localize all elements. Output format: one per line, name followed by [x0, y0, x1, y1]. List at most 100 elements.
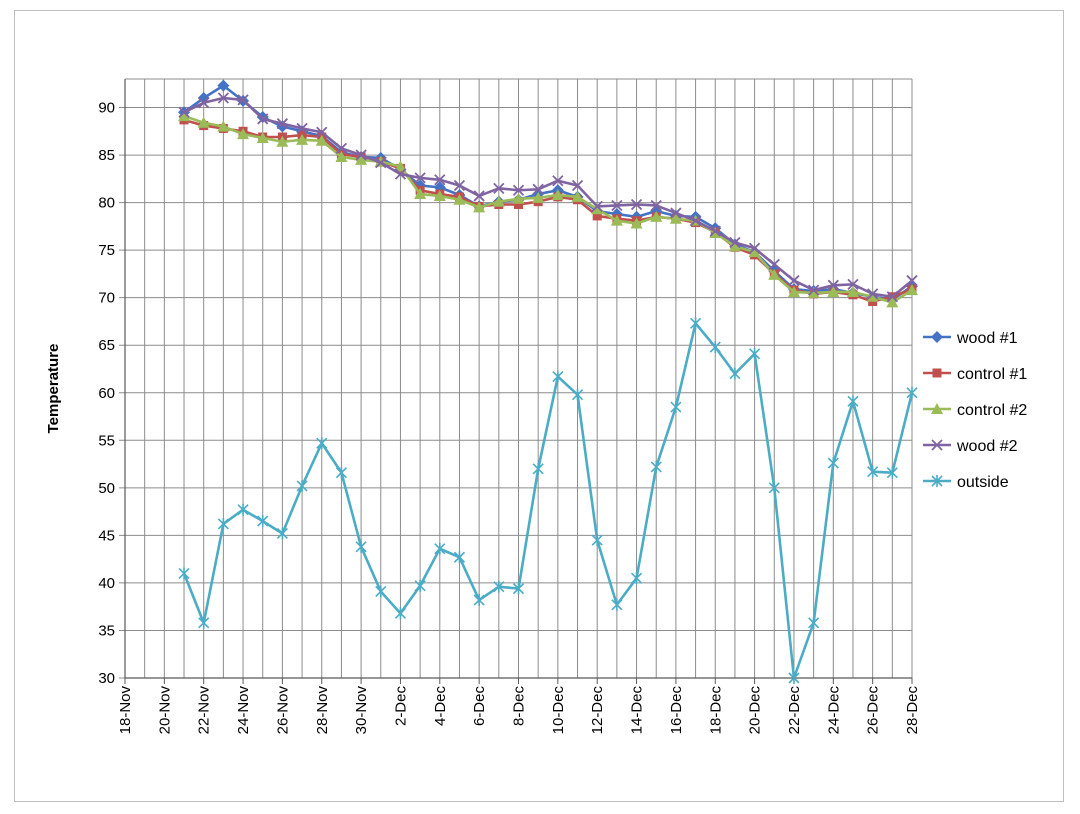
- series-line: [183, 84, 913, 301]
- axes: 30 35 40 45 50 55 60 65 70 75 80 85 90 18-Nov 20-Nov 22…: [98, 79, 921, 734]
- data-point: [906, 274, 918, 287]
- data-point: [355, 153, 368, 165]
- x-tick-label: 24-Dec: [825, 686, 842, 735]
- x-tick-label: 18-Dec: [707, 686, 724, 735]
- legend-label: control #2: [957, 402, 1027, 419]
- y-tick-label: 80: [98, 195, 115, 212]
- data-point: [650, 460, 662, 473]
- data-point: [316, 437, 328, 450]
- data-point: [906, 284, 918, 296]
- series-outside: [178, 317, 918, 684]
- data-point: [178, 106, 190, 118]
- x-tick-label: 18-Nov: [117, 686, 134, 735]
- data-point: [827, 457, 839, 470]
- data-point: [514, 200, 523, 210]
- data-point: [932, 368, 942, 378]
- y-tick-label: 70: [98, 290, 115, 307]
- series-wood-2: [178, 92, 918, 303]
- data-point: [217, 517, 229, 530]
- data-point: [808, 616, 820, 629]
- data-point: [512, 582, 525, 595]
- data-point: [375, 585, 387, 598]
- x-tick-label: 30-Nov: [353, 686, 370, 735]
- data-point: [552, 370, 564, 383]
- data-point: [551, 188, 564, 200]
- data-point: [591, 200, 603, 213]
- legend-item: control #1: [923, 366, 1027, 383]
- data-point: [532, 191, 545, 203]
- data-point: [394, 168, 407, 180]
- data-point: [257, 515, 269, 528]
- data-point: [453, 179, 466, 192]
- x-tick-label: 22-Dec: [786, 686, 803, 735]
- data-point: [931, 475, 943, 487]
- data-point: [709, 341, 721, 354]
- data-point: [630, 198, 643, 211]
- data-point: [237, 503, 249, 516]
- x-tick-label: 10-Dec: [550, 686, 567, 735]
- data-point: [237, 128, 250, 140]
- data-point: [650, 199, 662, 212]
- data-point: [335, 150, 348, 162]
- data-point: [611, 199, 623, 212]
- data-point: [355, 540, 367, 553]
- data-point: [827, 279, 839, 291]
- data-point: [768, 258, 780, 271]
- y-axis-label: Temperature: [45, 344, 62, 434]
- legend-item: wood #2: [923, 438, 1018, 455]
- data-point: [198, 616, 210, 629]
- x-tick-label: 20-Nov: [156, 686, 173, 735]
- data-point: [866, 290, 879, 302]
- x-tick-label: 14-Dec: [629, 686, 646, 735]
- data-point: [749, 347, 761, 360]
- series-line: [182, 322, 914, 680]
- data-point: [414, 579, 426, 592]
- data-point: [473, 594, 485, 607]
- data-point: [217, 120, 230, 132]
- x-tick-label: 6-Dec: [471, 686, 488, 727]
- x-tick-label: 26-Dec: [865, 686, 882, 735]
- data-point: [787, 285, 800, 297]
- x-tick-label: 28-Dec: [904, 686, 921, 735]
- data-point: [434, 174, 446, 186]
- data-point: [217, 79, 230, 92]
- data-point: [335, 466, 347, 479]
- legend-label: control #1: [957, 366, 1027, 383]
- y-tick-label: 30: [98, 670, 115, 687]
- data-point: [198, 97, 210, 109]
- data-point: [729, 236, 741, 249]
- y-tick-label: 55: [98, 432, 115, 449]
- data-point: [335, 142, 348, 155]
- data-point: [931, 403, 943, 414]
- data-point: [571, 190, 584, 202]
- series-line: [183, 114, 913, 304]
- data-point: [197, 116, 210, 128]
- data-point: [670, 207, 682, 219]
- data-point: [867, 288, 879, 300]
- data-point: [571, 388, 584, 401]
- data-point: [552, 175, 564, 187]
- data-point: [728, 240, 741, 252]
- data-point: [709, 225, 721, 237]
- data-point: [532, 183, 544, 195]
- x-tick-label: 22-Nov: [196, 686, 213, 735]
- data-point: [592, 211, 602, 221]
- y-tick-label: 75: [98, 242, 115, 259]
- series-control-2: [178, 110, 918, 308]
- data-point: [512, 184, 525, 196]
- data-point: [394, 160, 407, 172]
- data-point: [847, 278, 859, 291]
- data-point: [257, 113, 269, 125]
- data-point: [296, 133, 309, 145]
- legend-label: outside: [957, 474, 1009, 491]
- x-tick-label: 20-Dec: [747, 686, 764, 735]
- data-point: [847, 395, 859, 408]
- data-point: [276, 527, 288, 540]
- data-point: [493, 580, 505, 593]
- legend-label: wood #2: [956, 438, 1018, 455]
- data-point: [807, 284, 820, 296]
- series-lines: [178, 79, 918, 684]
- data-point: [748, 242, 761, 254]
- data-point: [630, 217, 643, 229]
- x-tick-label: 16-Dec: [668, 686, 685, 735]
